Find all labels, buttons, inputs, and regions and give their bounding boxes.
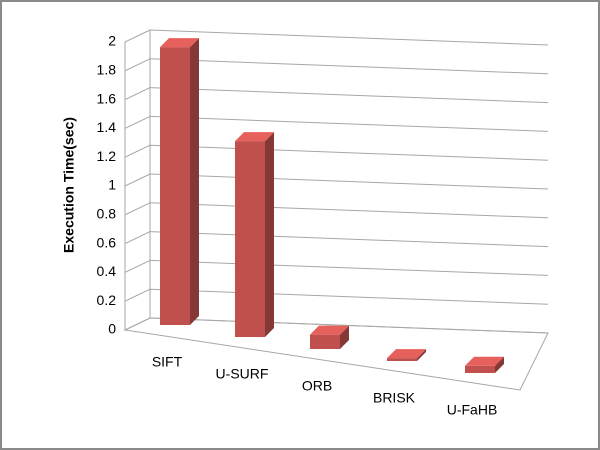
y-tick-label: 2: [108, 33, 116, 49]
grid-line: [124, 29, 151, 43]
bar-side: [495, 356, 504, 373]
grid-line: [124, 173, 151, 187]
grid-line: [149, 87, 549, 104]
y-tick-label: 1.6: [97, 90, 117, 106]
grid-line: [124, 288, 151, 302]
grid-line: [149, 231, 549, 248]
grid-line: [124, 202, 151, 216]
grid-line: [149, 202, 549, 219]
grid-line: [124, 87, 151, 101]
bar-front: [387, 358, 417, 361]
x-tick-label: BRISK: [373, 390, 416, 406]
bar-top: [235, 132, 274, 142]
grid-line: [149, 29, 549, 46]
bar: [310, 325, 349, 349]
bar-top: [387, 349, 426, 359]
bar-front: [160, 47, 190, 325]
bar-top: [160, 38, 199, 48]
x-tick-label: U-SURF: [216, 366, 269, 382]
y-tick-label: 0.6: [97, 234, 117, 250]
y-tick-label: 0.8: [97, 206, 117, 222]
bar-side: [417, 349, 426, 361]
y-tick-label: 0.4: [97, 263, 117, 279]
bar-front: [465, 365, 495, 373]
bar-top: [310, 325, 349, 335]
bar-front: [235, 141, 265, 337]
y-tick-label: 0.2: [97, 292, 117, 308]
bar-top: [465, 356, 504, 366]
bar: [465, 356, 504, 373]
grid-line: [149, 173, 549, 190]
x-tick-label: ORB: [302, 378, 332, 394]
grid-line: [149, 317, 549, 334]
grid-line: [149, 259, 549, 276]
bar-side: [190, 38, 199, 325]
grid-line: [124, 259, 151, 273]
bar-front: [310, 334, 340, 349]
y-tick-label: 1.2: [97, 148, 117, 164]
bar: [235, 132, 274, 337]
grid-line: [149, 115, 549, 132]
grid-line: [124, 317, 151, 331]
grid-line: [124, 115, 151, 129]
y-tick-label: 0: [108, 321, 116, 337]
bar: [387, 349, 426, 361]
grid-line: [124, 58, 151, 72]
grid-line: [149, 288, 549, 305]
grid-line: [149, 58, 549, 75]
bar: [160, 38, 199, 325]
y-tick-label: 1: [108, 177, 116, 193]
y-axis-title: Execution Time(sec): [61, 117, 77, 253]
grid-line: [149, 144, 549, 161]
bar-side: [340, 325, 349, 349]
x-tick-label: SIFT: [152, 354, 183, 370]
grid-line: [124, 144, 151, 158]
bar-side: [265, 132, 274, 337]
grid-line: [124, 231, 151, 245]
y-tick-label: 1.8: [97, 62, 117, 78]
x-tick-label: U-FaHB: [447, 402, 498, 418]
y-tick-label: 1.4: [97, 119, 117, 135]
